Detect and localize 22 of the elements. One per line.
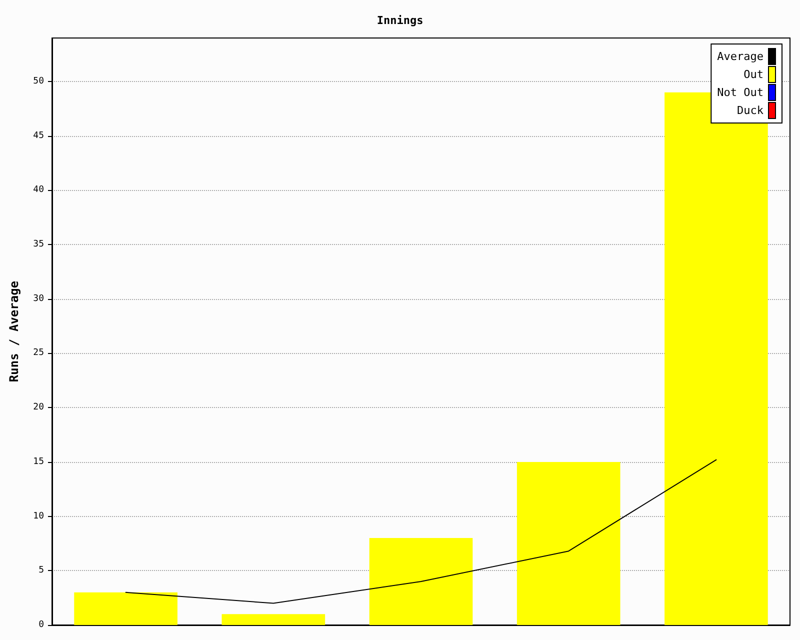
y-tick-label: 10: [33, 511, 44, 522]
legend-label: Average: [717, 50, 764, 63]
y-tick-label: 50: [33, 76, 44, 86]
y-tick-label: 5: [38, 566, 44, 576]
legend-label: Duck: [737, 104, 764, 117]
bar: [74, 592, 178, 625]
y-tick-label: 20: [33, 402, 44, 413]
legend-label: Out: [744, 68, 764, 81]
bar: [516, 462, 620, 625]
y-tick-label: 40: [33, 185, 44, 196]
bar: [222, 614, 326, 625]
y-tick-label: 45: [33, 130, 44, 141]
bar: [369, 538, 473, 625]
y-tick-label: 30: [33, 294, 44, 304]
chart-title: Innings: [376, 14, 424, 27]
y-axis-title: Runs / Average: [7, 280, 21, 382]
y-tick-label: 25: [33, 348, 44, 358]
legend-label: Not Out: [717, 86, 764, 99]
line-series: [125, 459, 717, 604]
y-tick-label: 35: [33, 240, 44, 250]
y-tick-label: 0: [38, 620, 44, 630]
y-tick-label: 15: [33, 456, 44, 467]
